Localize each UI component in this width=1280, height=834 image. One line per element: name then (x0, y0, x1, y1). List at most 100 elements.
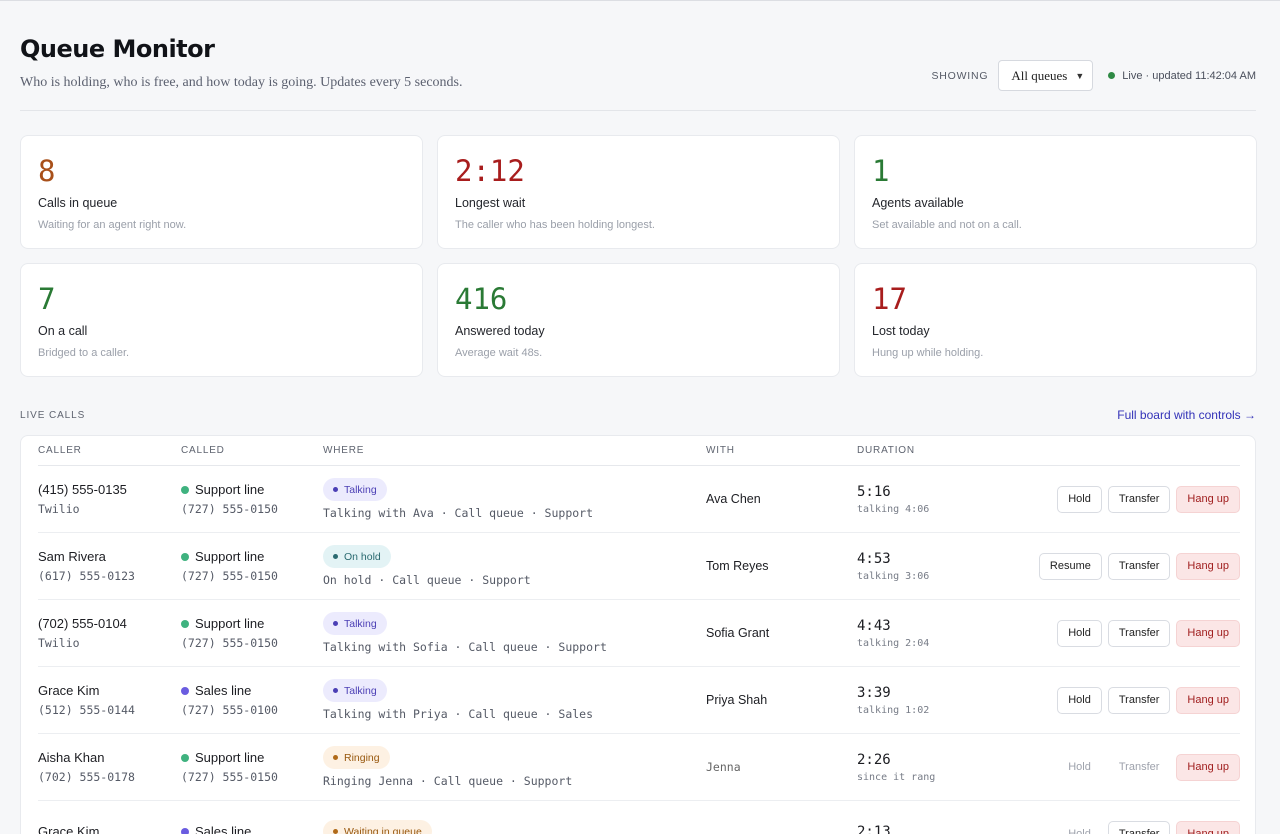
queue-select[interactable]: All queues ▼ (998, 60, 1094, 91)
stat-value: 17 (872, 282, 907, 316)
caller-cell: Grace Kim (512) 555-0144 (38, 683, 181, 717)
transfer-button[interactable]: Transfer (1107, 619, 1171, 647)
where-detail: Talking with Sofia · Call queue · Suppor… (323, 640, 607, 654)
col-header-with: WITH (706, 445, 735, 456)
called-line: Sales line (181, 824, 323, 834)
status-dot-icon (333, 688, 338, 693)
called-line: Support line (181, 616, 323, 631)
col-header-called: CALLED (181, 445, 225, 456)
hold-button: Hold (1068, 828, 1091, 834)
stat-cards: 8 Calls in queue Waiting for an agent righ… (20, 135, 1257, 377)
called-line-name: Sales line (195, 824, 252, 834)
duration-value: 5:16 (857, 483, 891, 500)
where-cell: Talking Talking with Priya · Call queue ·… (323, 679, 706, 721)
duration-sub: talking 4:06 (857, 503, 930, 515)
stat-description: Bridged to a caller. (38, 347, 130, 359)
caller-sub: Twilio (38, 502, 80, 516)
duration-value: 3:39 (857, 684, 891, 701)
stat-label: Calls in queue (38, 196, 118, 210)
transfer-button[interactable]: Transfer (1107, 485, 1171, 513)
status-dot-icon (333, 621, 338, 626)
called-cell: Support line (727) 555-0150 (181, 616, 323, 650)
where-cell: On hold On hold · Call queue · Support (323, 545, 706, 587)
called-line-name: Sales line (195, 683, 252, 698)
queue-dot-icon (181, 619, 189, 628)
status-dot-icon (333, 829, 338, 834)
caller-cell: Sam Rivera (617) 555-0123 (38, 549, 181, 583)
table-body: (415) 555-0135 Twilio Support line (727) 55… (38, 466, 1240, 834)
stat-value: 2:12 (455, 154, 525, 188)
caller-sub: (702) 555-0178 (38, 770, 135, 784)
stat-value: 1 (872, 154, 890, 188)
with-cell: Priya Shah (706, 691, 857, 709)
status-dot-icon (333, 554, 338, 559)
queue-dot-icon (181, 827, 189, 834)
hang-up-button[interactable]: Hang up (1176, 820, 1240, 834)
where-detail: Talking with Priya · Call queue · Sales (323, 707, 594, 721)
stat-value: 416 (455, 282, 508, 316)
transfer-button[interactable]: Transfer (1107, 686, 1171, 714)
called-line: Support line (181, 482, 323, 497)
stat-card: 8 Calls in queue Waiting for an agent righ… (20, 135, 423, 249)
where-cell: Talking Talking with Sofia · Call queue ·… (323, 612, 706, 654)
stat-label: Agents available (872, 196, 964, 210)
table-row: Aisha Khan (702) 555-0178 Support line (727… (38, 734, 1240, 801)
table-row: Grace Kim (512) 555-0144 Sales line (727) 5… (38, 667, 1240, 734)
duration-sub: since it rang (857, 771, 936, 783)
called-cell: Support line (727) 555-0150 (181, 549, 323, 583)
page-title: Queue Monitor (20, 35, 215, 63)
resume-button[interactable]: Resume (1038, 552, 1102, 580)
duration-sub: talking 2:04 (857, 637, 930, 649)
status-badge: Talking (323, 612, 387, 635)
showing-label: SHOWING (931, 69, 989, 82)
transfer-button[interactable]: Transfer (1107, 820, 1171, 834)
caller-cell: (415) 555-0135 Twilio (38, 482, 181, 516)
queue-dot-icon (181, 552, 189, 561)
where-detail: On hold · Call queue · Support (323, 573, 531, 587)
table-row: Grace Kim Sales line Waiting in queue — 2:13… (38, 801, 1240, 834)
hold-button[interactable]: Hold (1057, 686, 1102, 714)
called-number: (727) 555-0150 (181, 569, 278, 583)
called-line: Support line (181, 549, 323, 564)
status-dot-icon (333, 487, 338, 492)
stat-description: Hung up while holding. (872, 347, 984, 359)
transfer-button[interactable]: Transfer (1107, 552, 1171, 580)
with-cell: Tom Reyes (706, 557, 857, 575)
page-header: Queue Monitor Who is holding, who is fre… (20, 1, 1256, 111)
duration-cell: 5:16 talking 4:06 (857, 484, 987, 515)
status-text: Talking (344, 617, 377, 630)
stat-description: Average wait 48s. (455, 347, 543, 359)
stat-value: 8 (38, 154, 56, 188)
actions-cell: Hold Transfer Hang up (987, 485, 1240, 513)
duration-value: 4:43 (857, 617, 891, 634)
full-board-link[interactable]: Full board with controls → (1117, 408, 1256, 422)
stat-card: 17 Lost today Hung up while holding. (854, 263, 1257, 377)
hang-up-button[interactable]: Hang up (1176, 485, 1240, 513)
table-row: (415) 555-0135 Twilio Support line (727) 55… (38, 466, 1240, 533)
caller-cell: Grace Kim (38, 824, 181, 834)
hang-up-button[interactable]: Hang up (1176, 552, 1240, 580)
stat-description: Set available and not on a call. (872, 219, 1022, 231)
actions-cell: Hold Transfer Hang up (987, 686, 1240, 714)
stat-card: 2:12 Longest wait The caller who has been … (437, 135, 840, 249)
hold-button[interactable]: Hold (1057, 485, 1102, 513)
hang-up-button[interactable]: Hang up (1176, 753, 1240, 781)
status-dot-icon (333, 755, 338, 760)
duration-sub: talking 3:06 (857, 570, 930, 582)
col-header-duration: DURATION (857, 445, 915, 456)
hold-button[interactable]: Hold (1057, 619, 1102, 647)
hang-up-button[interactable]: Hang up (1176, 686, 1240, 714)
called-line-name: Support line (195, 482, 265, 497)
duration-value: 4:53 (857, 550, 891, 567)
top-border (0, 0, 1280, 1)
called-cell: Support line (727) 555-0150 (181, 482, 323, 516)
stat-label: On a call (38, 324, 88, 338)
duration-cell: 4:53 talking 3:06 (857, 551, 987, 582)
caller-name: Grace Kim (38, 683, 100, 698)
agent-name: — (706, 827, 713, 834)
status-badge: On hold (323, 545, 391, 568)
hang-up-button[interactable]: Hang up (1176, 619, 1240, 647)
live-dot-icon (1108, 72, 1116, 79)
actions-cell: Hold Transfer Hang up (987, 820, 1240, 834)
duration-cell: 3:39 talking 1:02 (857, 685, 987, 716)
